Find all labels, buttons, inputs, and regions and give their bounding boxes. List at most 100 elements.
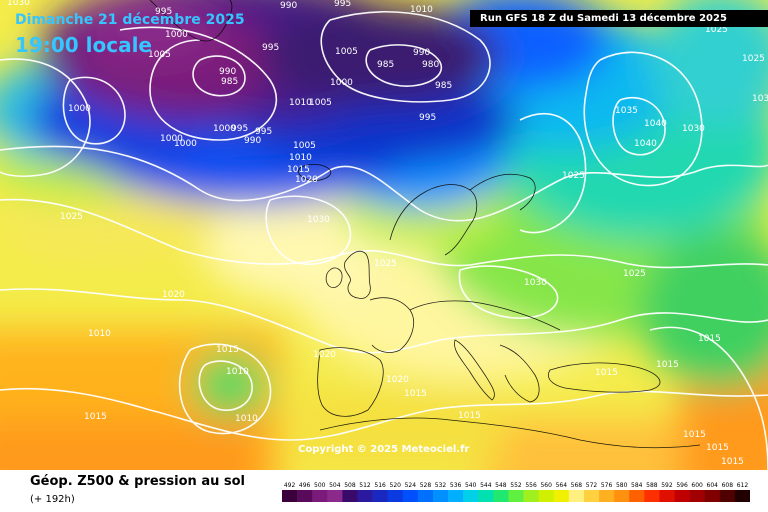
- isobar-label: 1020: [313, 350, 336, 360]
- scale-swatch: [417, 490, 434, 502]
- isobar-label: 1030: [7, 0, 30, 8]
- scale-tick-label: 492: [284, 482, 296, 489]
- forecast-lead-time: (+ 192h): [30, 494, 75, 505]
- color-scale: 492 496 500 504 508 512 516 520 524 528 532 536 540 5…: [282, 482, 750, 502]
- isobar-label: 1015: [458, 411, 481, 421]
- scale-tick-label: 496: [299, 482, 311, 489]
- model-run-info: Run GFS 18 Z du Samedi 13 décembre 2025: [470, 10, 768, 27]
- scale-swatch: [297, 490, 313, 502]
- isobar-label: 1000: [160, 134, 183, 144]
- forecast-time: 19:00 locale: [15, 33, 152, 57]
- geopotential-field: [0, 0, 768, 470]
- scale-swatch: [538, 490, 555, 502]
- isobar-label: 995: [419, 113, 436, 123]
- isobar-label: 1025: [374, 259, 397, 269]
- scale-swatch: [674, 490, 690, 502]
- scale-swatch: [463, 490, 479, 502]
- isobar-label: 1040: [634, 139, 657, 149]
- isobar-label: 1010: [289, 153, 312, 163]
- scale-swatch: [493, 490, 509, 502]
- scale-swatch: [508, 490, 524, 502]
- scale-tick-label: 524: [405, 482, 417, 489]
- scale-tick-label: 600: [691, 482, 703, 489]
- scale-swatch: [342, 490, 358, 502]
- isobar-label: 1000: [165, 30, 188, 40]
- isobar-label: 990: [280, 1, 297, 11]
- isobar-label: 990: [219, 67, 236, 77]
- isobar-label: 1015: [698, 334, 721, 344]
- scale-swatch: [734, 490, 750, 502]
- isobar-label: 1030: [752, 94, 768, 104]
- scale-swatch: [629, 490, 645, 502]
- scale-swatch: [312, 490, 328, 502]
- scale-swatch: [719, 490, 736, 502]
- isobar-label: 1020: [386, 375, 409, 385]
- isobar-label: 1015: [656, 360, 679, 370]
- isobar-label: 1010: [226, 367, 249, 377]
- scale-swatch: [583, 490, 600, 502]
- isobar-label: 990: [244, 136, 261, 146]
- coastlines: [149, 0, 701, 449]
- map-title: Géop. Z500 & pression au sol: [30, 474, 245, 489]
- scale-swatch: [357, 490, 373, 502]
- scale-tick-label: 504: [329, 482, 341, 489]
- scale-swatch: [387, 490, 404, 502]
- isobar-label: 995: [334, 0, 351, 9]
- scale-tick-label: 596: [676, 482, 688, 489]
- scale-swatch: [689, 490, 706, 502]
- scale-swatch: [372, 490, 388, 502]
- scale-swatch: [704, 490, 721, 502]
- scale-swatch: [599, 490, 615, 502]
- scale-swatch: [448, 490, 464, 502]
- scale-tick-label: 520: [390, 482, 402, 489]
- scale-tick-label: 580: [616, 482, 628, 489]
- copyright-text: Copyright © 2025 Meteociel.fr: [298, 444, 470, 455]
- scale-tick-label: 528: [420, 482, 432, 489]
- isobar-label: 1010: [235, 414, 258, 424]
- scale-tick-label: 532: [435, 482, 447, 489]
- scale-tick-label: 604: [707, 482, 719, 489]
- isobar-label: 1000: [330, 78, 353, 88]
- scale-tick-label: 564: [556, 482, 568, 489]
- isobar-label: 1015: [216, 345, 239, 355]
- isobar-label: 995: [155, 7, 172, 17]
- isobar-label: 985: [221, 77, 238, 87]
- scale-swatch: [568, 490, 585, 502]
- isobar-label: 1010: [289, 98, 312, 108]
- scale-swatch: [659, 490, 675, 502]
- isobar-label: 980: [422, 60, 439, 70]
- isobar-label: 1000: [68, 104, 91, 114]
- scale-swatch: [644, 490, 660, 502]
- isobar-label: 1025: [705, 25, 728, 35]
- isobar-label: 1005: [293, 141, 316, 151]
- scale-tick-label: 544: [480, 482, 492, 489]
- isobar-label: 995: [255, 127, 272, 137]
- isobar-label: 1030: [524, 278, 547, 288]
- isobar-label: 995: [231, 124, 248, 134]
- scale-tick-label: 540: [465, 482, 477, 489]
- isobar-label: 1005: [309, 98, 332, 108]
- scale-tick-label: 608: [722, 482, 734, 489]
- isobar-label: 1025: [623, 269, 646, 279]
- isobar-label: 1025: [562, 171, 585, 181]
- isobar-label: 1015: [683, 430, 706, 440]
- scale-tick-label: 560: [540, 482, 552, 489]
- scale-tick-label: 548: [495, 482, 507, 489]
- isobar-label: 1015: [721, 457, 744, 467]
- isobar-label: 1015: [84, 412, 107, 422]
- scale-tick-label: 584: [631, 482, 643, 489]
- scale-swatch: [402, 490, 419, 502]
- scale-tick-label: 588: [646, 482, 658, 489]
- isobar-label: 1000: [174, 139, 197, 149]
- scale-tick-label: 612: [737, 482, 749, 489]
- scale-swatch: [282, 490, 298, 502]
- scale-swatch: [432, 490, 449, 502]
- scale-tick-label: 552: [510, 482, 522, 489]
- isobar-label: 990: [413, 48, 430, 58]
- isobar-label: 995: [262, 43, 279, 53]
- isobar-label: 1030: [682, 124, 705, 134]
- isobar-label: 1020: [295, 175, 318, 185]
